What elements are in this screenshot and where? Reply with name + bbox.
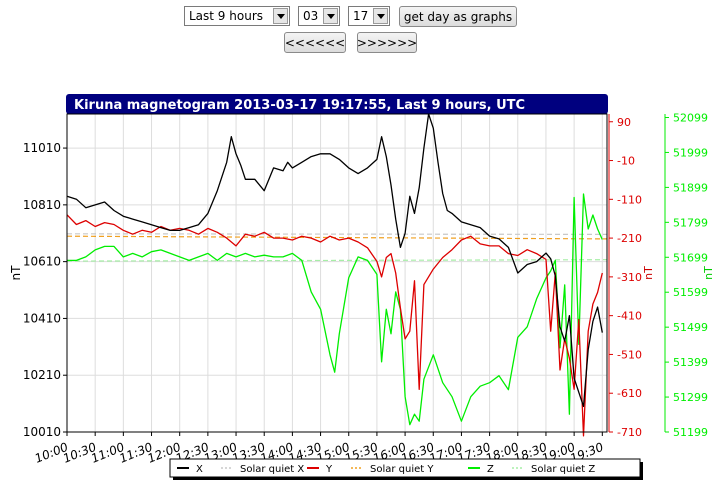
series-solar-quiet-z <box>66 259 608 262</box>
next-button[interactable]: >>>>>> <box>357 32 417 53</box>
chart-title: Kiruna magnetogram 2013-03-17 19:17:55, … <box>74 98 525 113</box>
plot-frame <box>66 113 608 433</box>
legend-label: Solar quiet Y <box>370 464 434 475</box>
right-tick-label-z: 51199 <box>673 426 708 439</box>
right-tick-label-y: -10 <box>617 155 635 168</box>
month-select-value: 03 <box>303 9 319 23</box>
left-axis: 10010 10210 10410 10610 10810 11010 <box>23 141 67 439</box>
legend-label: Z <box>487 464 494 475</box>
month-select-chevron-down-icon <box>323 8 338 24</box>
right-tick-label-y: -610 <box>617 387 642 400</box>
right-tick-label-y: -510 <box>617 348 642 361</box>
get-day-button[interactable]: get day as graphs <box>399 6 517 27</box>
range-select-value: Last 9 hours <box>189 9 263 23</box>
right-tick-label-z: 51799 <box>673 216 708 229</box>
right-axis-z-label: nT <box>702 266 715 280</box>
right-tick-label-z: 51899 <box>673 181 708 194</box>
title-bar <box>66 94 608 114</box>
series-solar-quiet-y <box>66 235 608 240</box>
series-x <box>66 113 603 408</box>
legend-label: Y <box>325 464 333 475</box>
right-tick-label-z: 51699 <box>673 251 708 264</box>
series-group <box>66 113 608 437</box>
plot-area <box>67 114 607 432</box>
right-tick-label-z: 51999 <box>673 146 708 159</box>
left-tick-label: 10610 <box>23 255 61 269</box>
legend-box <box>169 458 641 478</box>
right-tick-label-y: -710 <box>617 426 642 439</box>
right-tick-label-z: 52099 <box>673 111 708 124</box>
day-select-value: 17 <box>353 9 369 23</box>
day-select[interactable]: 17 <box>348 6 390 26</box>
left-tick-label: 10810 <box>23 198 61 212</box>
legend-label: X <box>196 464 203 475</box>
right-tick-label-y: -310 <box>617 271 642 284</box>
range-select[interactable]: Last 9 hours <box>184 6 290 26</box>
right-axis-y: 90 -10 -110 -210 -310 -410 -510 -610 -710 <box>608 114 642 439</box>
right-tick-label-y: -410 <box>617 310 642 323</box>
right-tick-label-z: 51399 <box>673 356 708 369</box>
month-select[interactable]: 03 <box>298 6 340 26</box>
right-tick-label-y: 90 <box>617 116 631 129</box>
left-axis-label: nT <box>9 265 23 281</box>
left-tick-label: 10010 <box>23 425 61 439</box>
series-z <box>67 193 603 426</box>
day-select-chevron-down-icon <box>373 8 388 24</box>
series-solar-quiet-x <box>66 233 608 235</box>
range-select-chevron-down-icon <box>273 8 288 24</box>
legend-label: Solar quiet Z <box>531 464 595 475</box>
left-tick-label: 10210 <box>23 368 61 382</box>
right-tick-label-z: 51599 <box>673 286 708 299</box>
series-y <box>66 214 603 437</box>
right-tick-label-z: 51299 <box>673 391 708 404</box>
left-tick-label: 11010 <box>23 141 61 155</box>
right-tick-label-y: -210 <box>617 232 642 245</box>
right-tick-label-z: 51499 <box>673 321 708 334</box>
legend-label: Solar quiet X <box>240 464 304 475</box>
right-tick-label-y: -110 <box>617 193 642 206</box>
right-axis-z: 52099 51999 51899 51799 51699 51599 51499 51399… <box>664 111 708 439</box>
prev-button[interactable]: <<<<<< <box>284 32 346 53</box>
legend: X Solar quiet X Y Solar quiet Y Z Solar quiet… <box>169 458 643 480</box>
right-axis-y-label: nT <box>642 266 655 280</box>
left-tick-label: 10410 <box>23 311 61 325</box>
